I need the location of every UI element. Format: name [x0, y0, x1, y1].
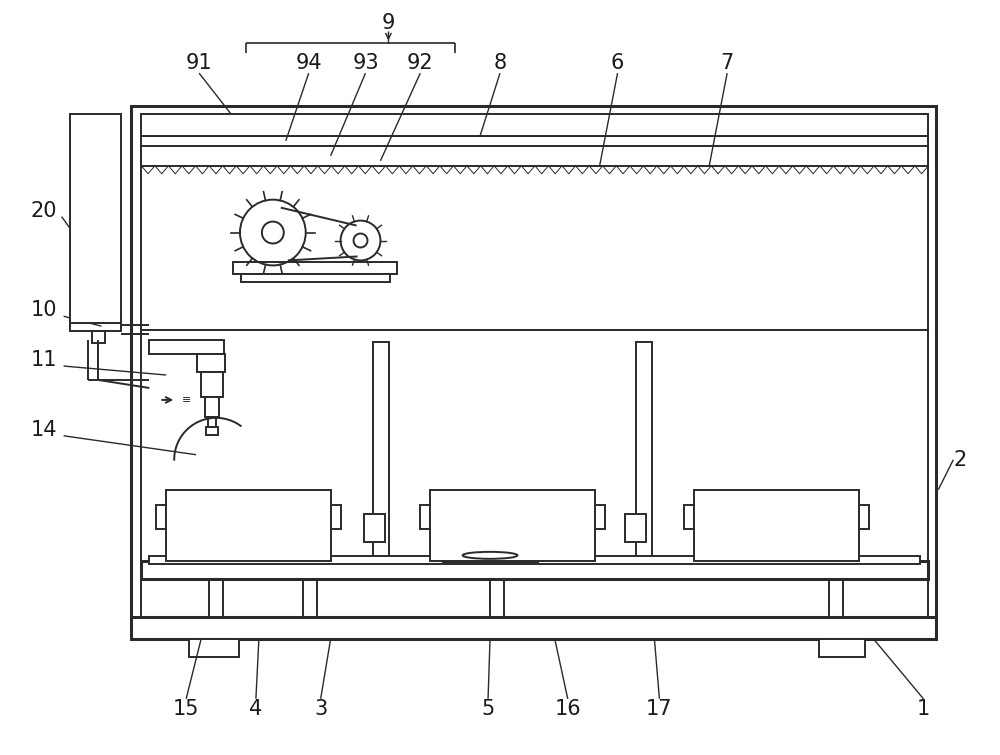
Bar: [684, 504, 694, 529]
Bar: [595, 504, 605, 529]
Text: ≡: ≡: [181, 395, 191, 405]
Bar: [331, 504, 341, 529]
Text: 8: 8: [493, 53, 507, 73]
Bar: [141, 561, 928, 579]
Text: 9: 9: [382, 14, 395, 33]
Text: 6: 6: [611, 53, 624, 73]
Bar: [373, 342, 389, 569]
Bar: [205, 397, 219, 417]
Bar: [70, 316, 121, 331]
Bar: [430, 489, 595, 561]
Text: 15: 15: [173, 699, 199, 719]
Bar: [859, 504, 869, 529]
Text: 5: 5: [481, 699, 495, 719]
Bar: [206, 427, 218, 435]
Text: 10: 10: [30, 300, 57, 320]
Bar: [625, 514, 646, 542]
Text: 91: 91: [186, 53, 212, 73]
Bar: [819, 639, 865, 657]
Text: 1: 1: [917, 699, 930, 719]
Text: 4: 4: [249, 699, 263, 719]
Bar: [308, 561, 326, 569]
Bar: [435, 561, 453, 569]
Bar: [131, 617, 936, 639]
Bar: [92, 331, 105, 343]
Bar: [141, 146, 928, 166]
Text: 94: 94: [295, 53, 322, 73]
Text: 7: 7: [721, 53, 734, 73]
Bar: [131, 106, 936, 619]
Bar: [156, 504, 166, 529]
Text: 16: 16: [554, 699, 581, 719]
Bar: [233, 263, 397, 274]
Text: 17: 17: [646, 699, 673, 719]
Bar: [197, 354, 225, 372]
Text: 3: 3: [314, 699, 327, 719]
Bar: [420, 504, 430, 529]
Bar: [166, 489, 331, 561]
Bar: [836, 561, 854, 569]
Text: 14: 14: [30, 420, 57, 440]
Bar: [189, 639, 239, 657]
Bar: [141, 114, 928, 136]
Bar: [201, 372, 223, 397]
Bar: [636, 342, 652, 569]
Text: 92: 92: [407, 53, 434, 73]
Text: 11: 11: [30, 350, 57, 370]
Text: 93: 93: [352, 53, 379, 73]
Bar: [572, 561, 590, 569]
Bar: [208, 417, 216, 427]
Bar: [149, 341, 224, 354]
Bar: [364, 514, 385, 542]
Bar: [694, 489, 859, 561]
Bar: [141, 330, 928, 619]
Bar: [70, 114, 121, 323]
Bar: [171, 561, 189, 569]
Bar: [141, 136, 928, 330]
Bar: [241, 274, 390, 282]
Text: 2: 2: [954, 450, 967, 470]
Bar: [699, 561, 717, 569]
Bar: [149, 556, 920, 564]
Text: 20: 20: [30, 201, 57, 220]
Bar: [443, 550, 538, 562]
